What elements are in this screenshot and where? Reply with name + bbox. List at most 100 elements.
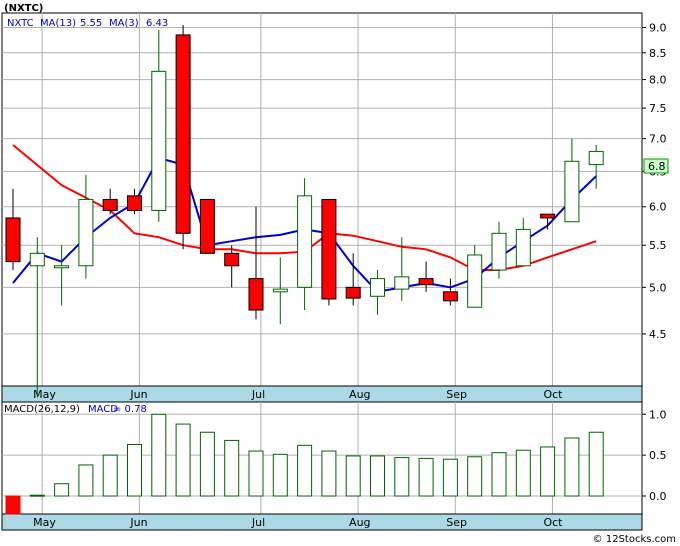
candle-body-down (224, 252, 240, 267)
price-yaxis-ticks: 4.55.05.56.06.57.07.58.08.59.0 (642, 21, 667, 341)
candle-body-down (248, 278, 264, 311)
legend-ma3-value: 6.43 (146, 18, 168, 29)
candle (297, 178, 313, 311)
macd-bar (248, 450, 264, 497)
macd-bar (442, 458, 458, 497)
copyright-footer: © 12Stocks.com (593, 534, 676, 545)
candle-body-down (5, 217, 21, 263)
macd-tick-label: 1.0 (649, 408, 667, 421)
price-tick-label: 7.5 (649, 102, 667, 115)
macd-bar (394, 457, 410, 497)
macd-month-label: Jul (251, 516, 265, 529)
legend-symbol: NXTC (7, 18, 34, 29)
month-label: Oct (543, 388, 563, 401)
candle (515, 217, 531, 267)
candle (151, 29, 167, 222)
macd-bar (78, 464, 94, 497)
macd-bar (54, 483, 70, 497)
candle-body-up (272, 288, 288, 293)
macd-bar (491, 452, 507, 497)
macd-bar (29, 494, 45, 497)
candle (442, 278, 458, 306)
candle (54, 245, 70, 306)
price-tick-label: 9.0 (649, 21, 667, 34)
last-price-label: 6.8 (648, 160, 666, 173)
price-tick-label: 5.0 (649, 281, 667, 294)
macd-bar (418, 457, 434, 497)
macd-bar (588, 431, 604, 497)
candle (564, 138, 580, 223)
candle (78, 174, 94, 279)
candle-body-up (78, 198, 94, 267)
candle-body-up (370, 278, 385, 297)
macd-bar (127, 444, 142, 497)
candle-body-up (297, 195, 313, 288)
candle (321, 198, 337, 306)
candle-body-down (345, 286, 361, 299)
candle-body-up (515, 228, 531, 267)
price-month-labels: May Jun Jul Aug Sep Oct (33, 388, 563, 401)
candle-body-down (321, 198, 337, 300)
month-label: May (33, 388, 56, 401)
month-label: Aug (349, 388, 370, 401)
price-gridlines (2, 26, 642, 335)
candle-body-down (540, 213, 556, 219)
candle-body-up (491, 232, 507, 271)
candle (127, 188, 142, 215)
macd-bar (224, 439, 240, 497)
macd-histogram (5, 413, 604, 515)
candle-body-down (418, 278, 434, 286)
macd-label: MACD (88, 404, 118, 415)
macd-value: = 0.78 (113, 404, 147, 415)
candle-body-down (442, 291, 458, 302)
macd-bar (564, 437, 580, 497)
macd-month-label: May (33, 516, 56, 529)
candle (224, 245, 240, 288)
macd-params: MACD(26,12,9) (4, 404, 80, 415)
month-label: Jul (251, 388, 265, 401)
price-tick-label: 6.0 (649, 201, 667, 214)
month-label: Sep (446, 388, 467, 401)
macd-yaxis-ticks: 0.0 0.5 1.0 (642, 408, 667, 503)
price-month-gridlines (41, 13, 553, 391)
candle (272, 257, 288, 325)
macd-bar (272, 453, 288, 497)
price-tick-label: 4.5 (649, 328, 667, 341)
last-price-tag (643, 158, 669, 174)
candle (29, 237, 45, 398)
candle-body-up (394, 276, 410, 290)
price-tick-label: 8.5 (649, 47, 667, 60)
macd-xaxis-band (1, 513, 643, 531)
macd-bar (102, 454, 118, 497)
macd-bar (515, 449, 531, 497)
candle (248, 206, 264, 320)
candle-body-down (199, 198, 215, 254)
chart-title: (NXTC) (4, 3, 43, 14)
candle (394, 237, 410, 301)
macd-tick-label: 0.5 (649, 449, 667, 462)
macd-bar (5, 495, 21, 515)
price-tick-label: 8.0 (649, 74, 667, 87)
candle-body-up (564, 160, 580, 223)
legend-ma13-value: 5.55 (80, 18, 102, 29)
price-tick-label: 7.0 (649, 133, 667, 146)
macd-bar (175, 423, 191, 497)
macd-bar (540, 446, 556, 497)
candlesticks (5, 25, 604, 398)
macd-tick-label: 0.0 (649, 490, 667, 503)
macd-month-label: Sep (446, 516, 467, 529)
candle (540, 213, 556, 230)
macd-bar (297, 444, 313, 497)
candle (418, 261, 434, 292)
candle-body-down (127, 195, 142, 211)
macd-month-labels: May Jun Jul Aug Sep Oct (33, 516, 563, 529)
macd-bar (467, 456, 483, 497)
candle (467, 245, 483, 308)
candle (370, 270, 385, 315)
candle-body-up (467, 254, 483, 308)
candle-body-up (151, 70, 167, 211)
candle-body-down (102, 198, 118, 211)
macd-month-label: Oct (543, 516, 563, 529)
month-label: Jun (129, 388, 147, 401)
